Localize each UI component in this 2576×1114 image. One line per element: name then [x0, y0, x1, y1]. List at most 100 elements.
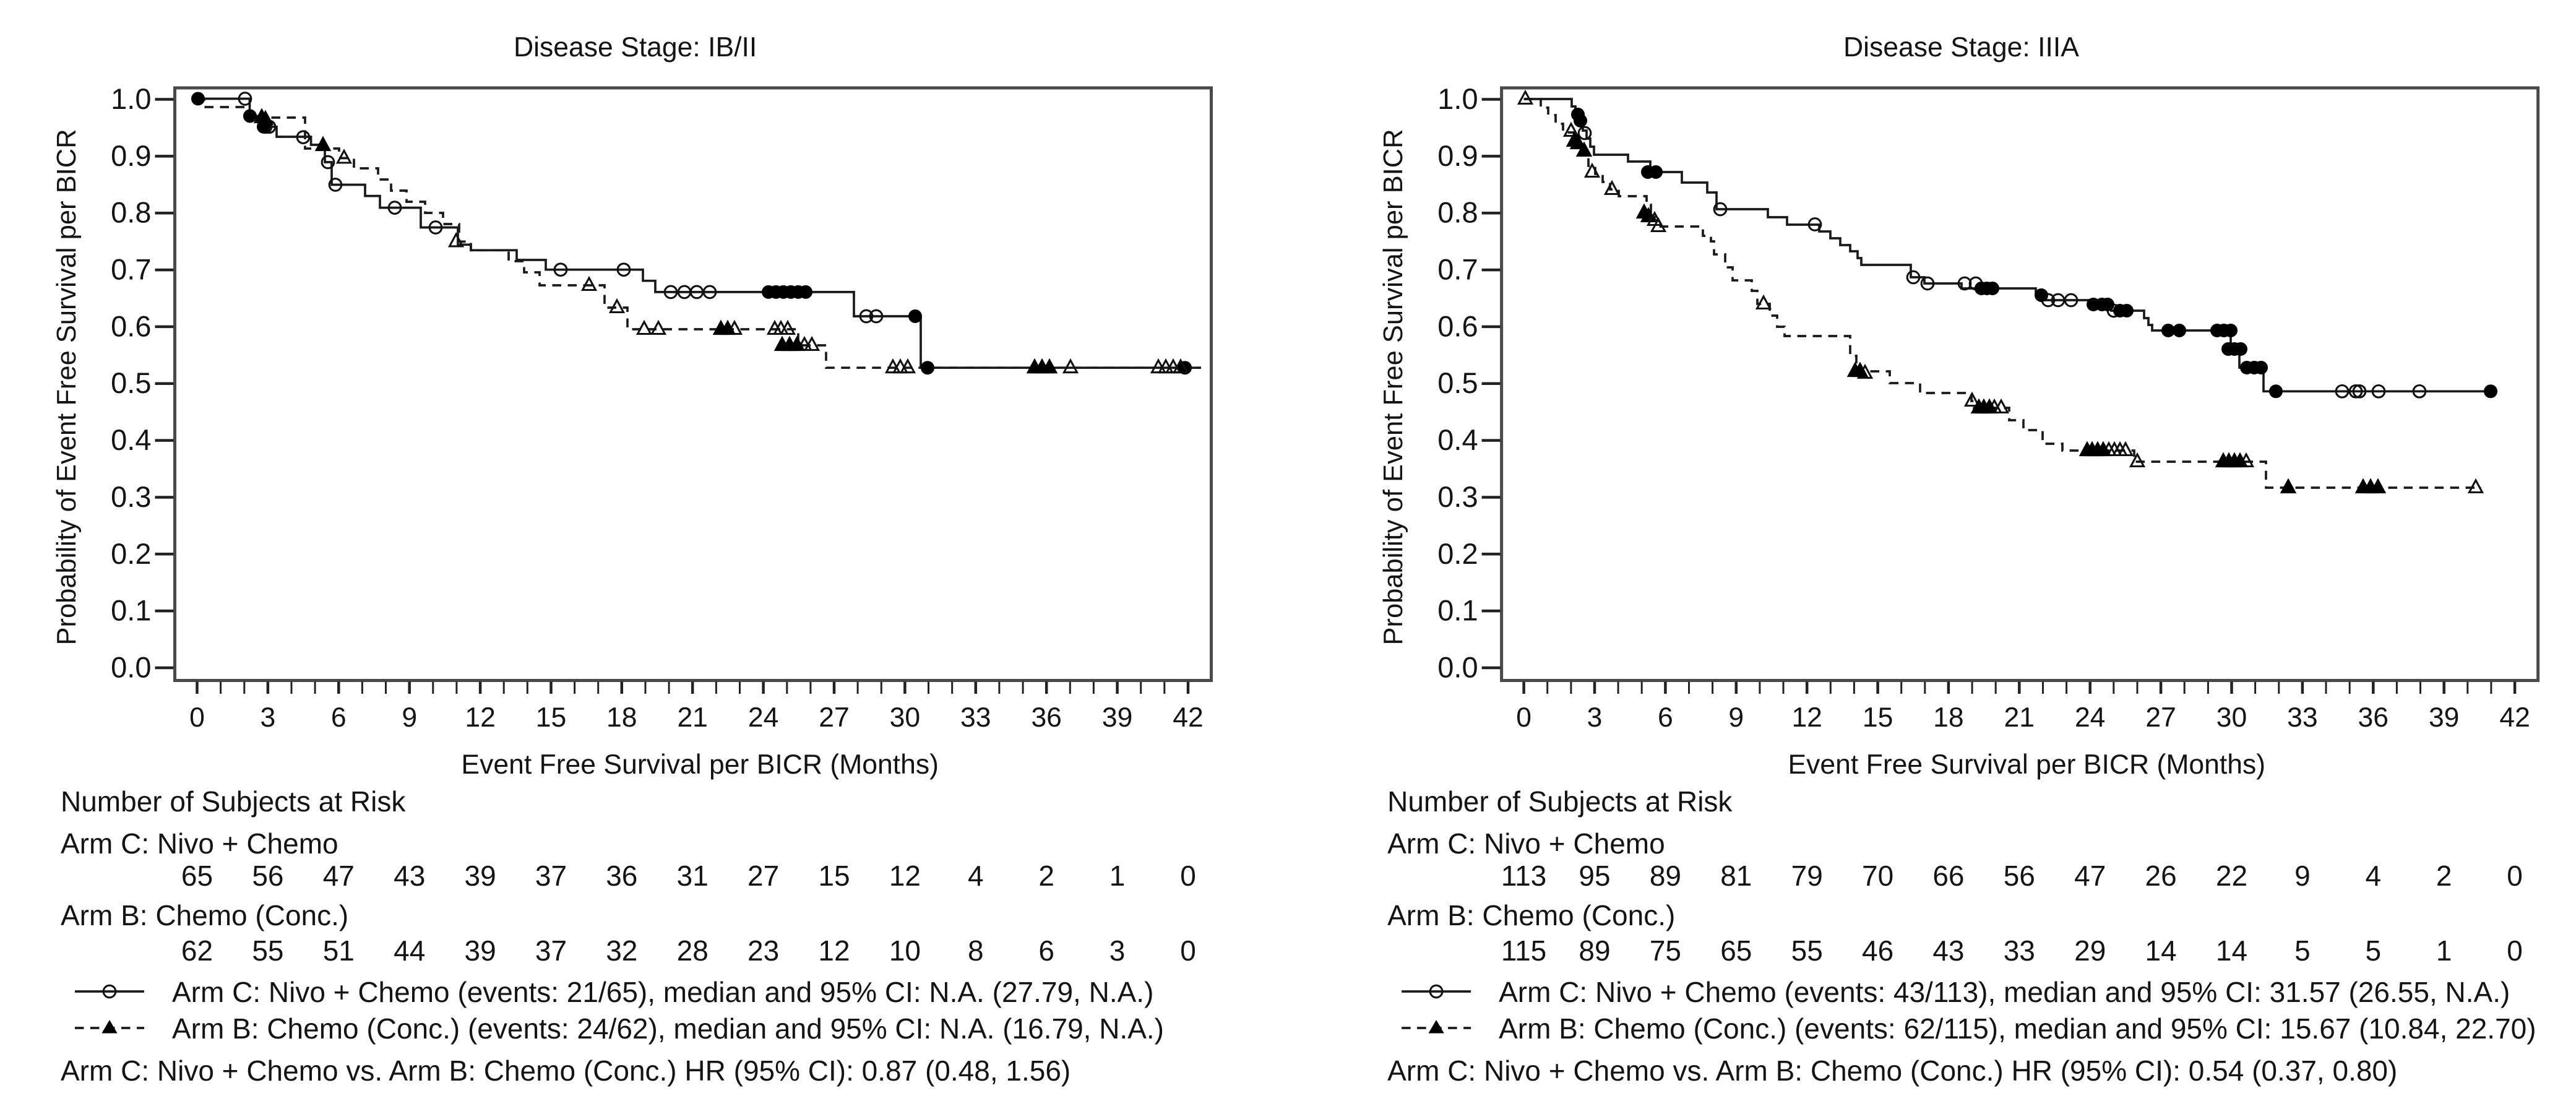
svg-text:3: 3 [1109, 935, 1126, 967]
svg-text:Disease Stage: IIIA: Disease Stage: IIIA [1843, 32, 2079, 63]
svg-text:Number of Subjects at Risk: Number of Subjects at Risk [1387, 785, 1733, 818]
svg-text:3: 3 [1587, 702, 1603, 733]
svg-text:56: 56 [252, 860, 283, 892]
svg-text:1: 1 [2436, 935, 2452, 967]
svg-text:42: 42 [1173, 702, 1204, 733]
svg-text:18: 18 [606, 702, 637, 733]
svg-text:33: 33 [2004, 935, 2035, 967]
svg-text:Arm C: Nivo + Chemo vs. Arm B:: Arm C: Nivo + Chemo vs. Arm B: Chemo (Co… [1387, 1055, 2397, 1087]
svg-text:0.7: 0.7 [1437, 253, 1478, 286]
svg-text:21: 21 [677, 702, 708, 733]
svg-text:30: 30 [2216, 702, 2247, 733]
svg-text:27: 27 [2145, 702, 2176, 733]
svg-text:66: 66 [1932, 860, 1964, 892]
svg-text:Number of Subjects at Risk: Number of Subjects at Risk [61, 785, 406, 818]
svg-text:6: 6 [1658, 702, 1673, 733]
svg-text:0: 0 [2507, 935, 2523, 967]
svg-text:95: 95 [1579, 860, 1610, 892]
svg-text:115: 115 [1501, 935, 1546, 967]
svg-text:0.1: 0.1 [111, 594, 151, 627]
svg-text:36: 36 [1031, 702, 1062, 733]
svg-text:27: 27 [747, 860, 779, 892]
svg-text:62: 62 [181, 935, 213, 967]
svg-text:12: 12 [889, 860, 921, 892]
svg-text:0.1: 0.1 [1437, 594, 1478, 627]
svg-text:22: 22 [2216, 860, 2247, 892]
svg-text:37: 37 [535, 860, 567, 892]
svg-text:4: 4 [968, 860, 984, 892]
svg-text:Probability of Event Free Surv: Probability of Event Free Survival per B… [52, 129, 82, 645]
svg-text:0.2: 0.2 [111, 537, 151, 570]
svg-text:Arm C: Nivo + Chemo (events: 4: Arm C: Nivo + Chemo (events: 43/113), me… [1499, 976, 2510, 1008]
svg-text:0: 0 [1180, 935, 1196, 967]
svg-text:Arm C: Nivo + Chemo: Arm C: Nivo + Chemo [1387, 827, 1665, 860]
svg-text:24: 24 [2075, 702, 2106, 733]
svg-text:28: 28 [677, 935, 709, 967]
svg-text:Arm C: Nivo + Chemo vs. Arm B:: Arm C: Nivo + Chemo vs. Arm B: Chemo (Co… [61, 1055, 1070, 1087]
svg-text:1.0: 1.0 [111, 82, 151, 115]
svg-text:42: 42 [2499, 702, 2530, 733]
svg-text:26: 26 [2145, 860, 2177, 892]
svg-text:37: 37 [535, 935, 567, 967]
svg-text:29: 29 [2074, 935, 2106, 967]
svg-text:47: 47 [2074, 860, 2106, 892]
svg-text:14: 14 [2145, 935, 2177, 967]
svg-text:5: 5 [2366, 935, 2382, 967]
svg-text:0.6: 0.6 [1437, 309, 1478, 342]
svg-text:0.0: 0.0 [111, 651, 151, 684]
svg-text:0: 0 [1516, 702, 1531, 733]
svg-text:89: 89 [1650, 860, 1681, 892]
svg-text:0.2: 0.2 [1437, 537, 1478, 570]
svg-text:0.6: 0.6 [111, 309, 151, 342]
svg-text:14: 14 [2216, 935, 2247, 967]
svg-text:23: 23 [747, 935, 779, 967]
svg-text:0.7: 0.7 [111, 253, 151, 286]
svg-text:15: 15 [1863, 702, 1893, 733]
svg-text:15: 15 [536, 702, 567, 733]
svg-text:39: 39 [1102, 702, 1133, 733]
svg-text:30: 30 [890, 702, 921, 733]
svg-text:0.9: 0.9 [111, 139, 151, 172]
svg-text:0.9: 0.9 [1437, 139, 1478, 172]
svg-text:55: 55 [1791, 935, 1823, 967]
svg-text:89: 89 [1579, 935, 1610, 967]
svg-text:70: 70 [1862, 860, 1893, 892]
svg-text:113: 113 [1501, 860, 1546, 892]
svg-text:65: 65 [181, 860, 213, 892]
svg-text:1: 1 [1109, 860, 1126, 892]
svg-text:6: 6 [331, 702, 347, 733]
svg-text:36: 36 [2358, 702, 2389, 733]
svg-text:39: 39 [2429, 702, 2460, 733]
svg-text:9: 9 [2294, 860, 2311, 892]
svg-text:0: 0 [189, 702, 205, 733]
svg-text:Arm C: Nivo + Chemo (events: 2: Arm C: Nivo + Chemo (events: 21/65), med… [172, 976, 1153, 1008]
svg-text:79: 79 [1791, 860, 1823, 892]
svg-text:31: 31 [677, 860, 709, 892]
svg-text:Probability of Event Free Surv: Probability of Event Free Survival per B… [1379, 129, 1408, 645]
svg-text:0.4: 0.4 [1437, 423, 1478, 456]
svg-text:15: 15 [818, 860, 850, 892]
svg-text:0.3: 0.3 [1437, 480, 1478, 513]
svg-text:3: 3 [261, 702, 276, 733]
svg-text:0.3: 0.3 [111, 480, 151, 513]
svg-text:43: 43 [1932, 935, 1964, 967]
svg-text:2: 2 [2436, 860, 2452, 892]
svg-text:0.5: 0.5 [111, 366, 151, 399]
svg-text:27: 27 [819, 702, 850, 733]
svg-text:47: 47 [323, 860, 355, 892]
svg-text:21: 21 [2004, 702, 2035, 733]
svg-text:0.0: 0.0 [1437, 651, 1478, 684]
svg-text:9: 9 [402, 702, 417, 733]
svg-text:39: 39 [465, 860, 496, 892]
svg-text:0.4: 0.4 [111, 423, 151, 456]
svg-text:Disease Stage: IB/II: Disease Stage: IB/II [514, 32, 757, 63]
svg-text:33: 33 [960, 702, 991, 733]
svg-text:18: 18 [1933, 702, 1964, 733]
svg-text:5: 5 [2294, 935, 2311, 967]
svg-text:1.0: 1.0 [1437, 82, 1478, 115]
svg-text:12: 12 [465, 702, 496, 733]
svg-text:46: 46 [1862, 935, 1893, 967]
svg-text:Arm B: Chemo (Conc.) (events:: Arm B: Chemo (Conc.) (events: 62/115), m… [1499, 1013, 2536, 1045]
svg-text:Arm C: Nivo + Chemo: Arm C: Nivo + Chemo [61, 827, 338, 860]
svg-text:9: 9 [1728, 702, 1744, 733]
